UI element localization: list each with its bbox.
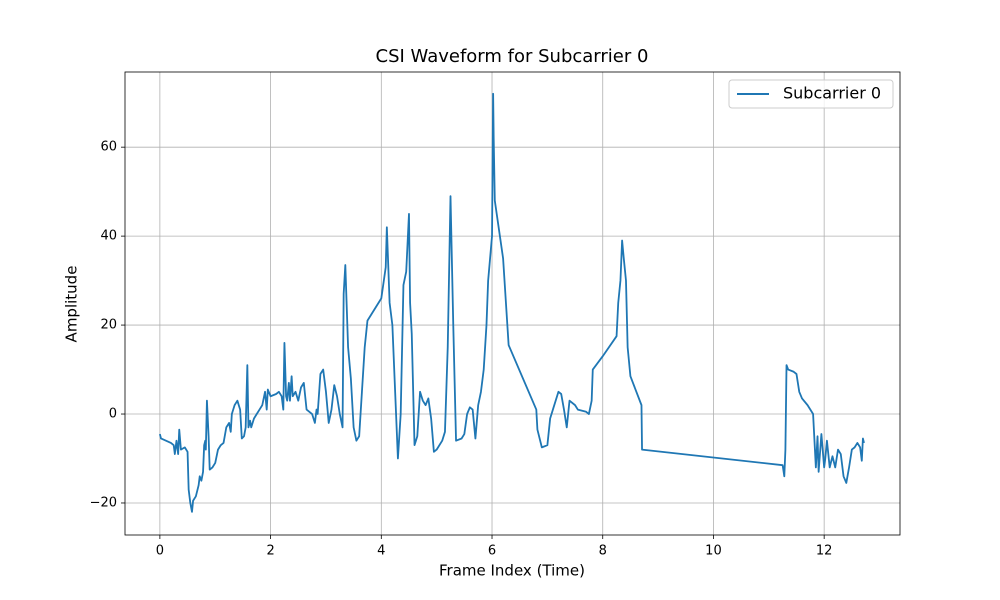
x-tick-label: 0 [156,544,164,559]
data-line [159,92,865,513]
y-tick-label: 20 [100,318,117,333]
x-tick-label: 12 [816,544,833,559]
x-tick-label: 4 [377,544,385,559]
x-tick-label: 6 [488,544,496,559]
chart-title: CSI Waveform for Subcarrier 0 [376,46,649,67]
y-tick-label: 0 [109,407,117,422]
x-tick-label: 10 [705,544,722,559]
legend-label: Subcarrier 0 [783,84,881,103]
x-axis-label: Frame Index (Time) [439,562,585,580]
y-tick-label: 60 [100,140,117,155]
y-axis-label: Amplitude [63,266,81,343]
legend-box [728,79,894,109]
y-tick-label: 40 [100,229,117,244]
plot-frame [124,71,901,536]
x-tick-label: 8 [599,544,607,559]
y-tick-label: −20 [90,495,117,510]
x-tick-label: 2 [266,544,274,559]
